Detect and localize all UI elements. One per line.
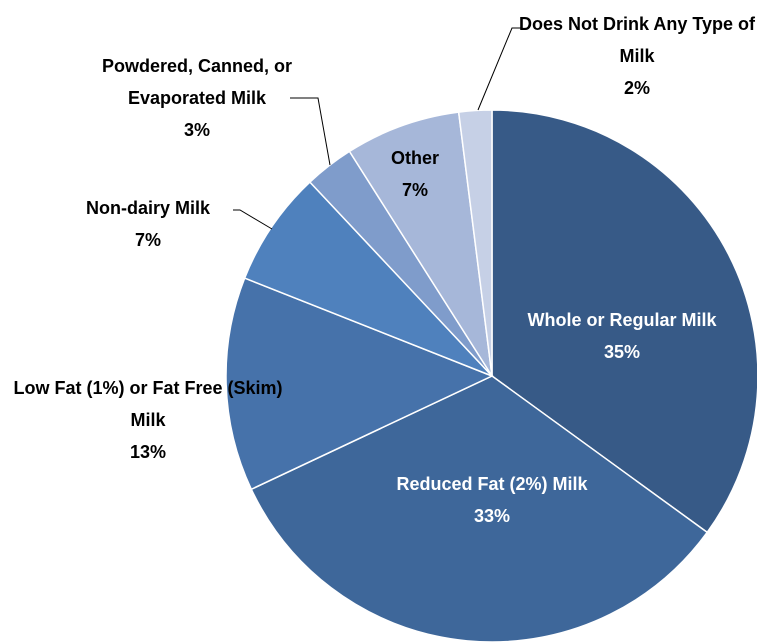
category-label: Powdered, Canned, or Evaporated Milk [101, 56, 293, 108]
slice-label: Low Fat (1%) or Fat Free (Skim) Milk 13% [3, 372, 293, 468]
pie-slice [491, 109, 757, 534]
slice-label: Whole or Regular Milk 35% [482, 304, 757, 368]
slice-label: Non-dairy Milk 7% [38, 192, 258, 256]
slice-label: Powdered, Canned, or Evaporated Milk 3% [52, 50, 342, 146]
value-label: 35% [603, 342, 641, 362]
leader-line [233, 209, 273, 230]
value-label: 33% [473, 506, 511, 526]
leader-line [477, 27, 522, 111]
pie-slice [348, 111, 493, 377]
category-label: Whole or Regular Milk [527, 310, 717, 330]
pie-slice [243, 181, 493, 377]
slice-label: Does Not Drink Any Type of Milk 2% [507, 8, 757, 104]
slices [225, 109, 757, 643]
value-label: 2% [623, 78, 650, 98]
pie-slice [225, 277, 494, 491]
value-label: 13% [129, 442, 167, 462]
value-label: 3% [183, 120, 210, 140]
pie-slice [457, 109, 493, 377]
leader-line [290, 97, 331, 166]
value-label: 7% [134, 230, 161, 250]
category-label: Reduced Fat (2%) Milk [396, 474, 588, 494]
pie-slice [250, 375, 709, 643]
category-label: Low Fat (1%) or Fat Free (Skim) Milk [13, 378, 283, 430]
slice-label: Other 7% [355, 142, 475, 206]
category-label: Other [390, 148, 439, 168]
value-label: 7% [401, 180, 428, 200]
slice-label: Reduced Fat (2%) Milk 33% [352, 468, 632, 532]
category-label: Does Not Drink Any Type of Milk [518, 14, 756, 66]
category-label: Non-dairy Milk [85, 198, 210, 218]
